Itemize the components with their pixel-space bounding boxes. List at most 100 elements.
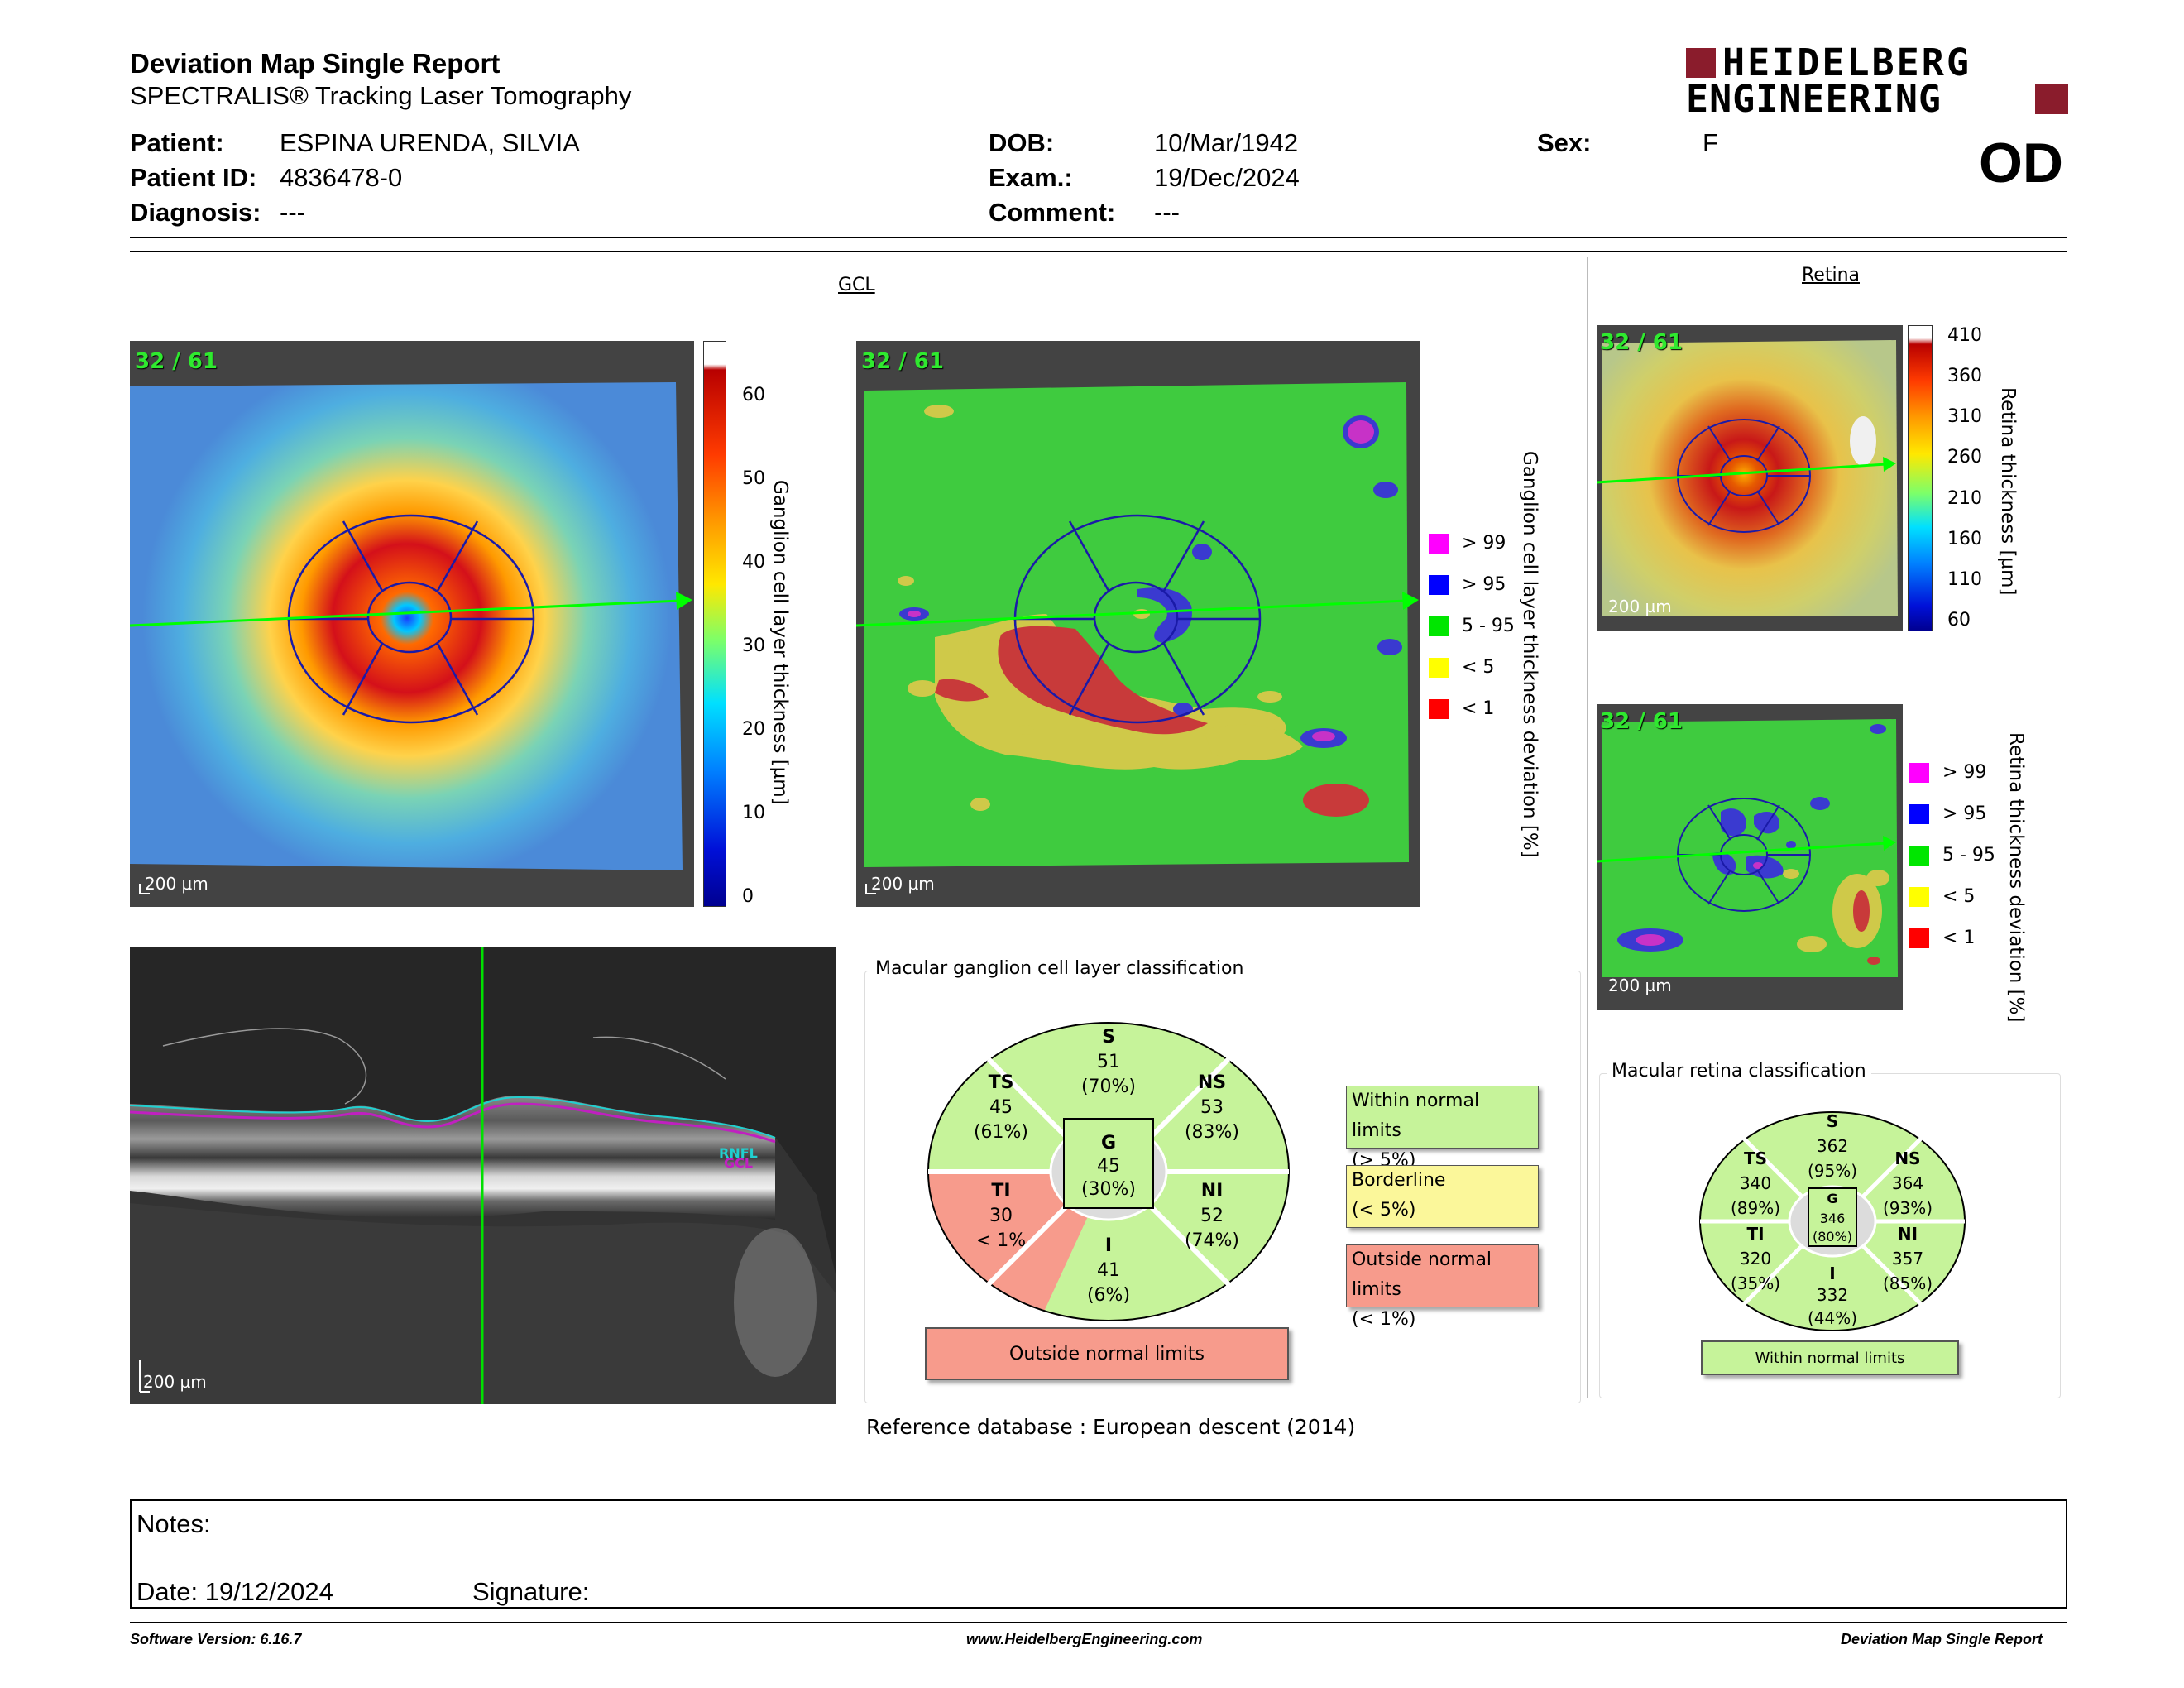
- sector-ti-pct: < 1%: [976, 1230, 1026, 1251]
- retina-colorbar-tick: 60: [1947, 610, 1971, 631]
- website-link[interactable]: www.HeidelbergEngineering.com: [966, 1631, 1203, 1647]
- footer-divider: [130, 1622, 2067, 1623]
- sector-ni-name: NI: [1201, 1181, 1224, 1201]
- legend-label: < 1: [1462, 698, 1495, 719]
- retina-result-badge: Within normal limits: [1701, 1340, 1959, 1375]
- legend-swatch: [1909, 763, 1929, 783]
- legend-label: < 5: [1462, 657, 1495, 678]
- legend-swatch: [1429, 575, 1449, 595]
- sector-i-pct: (6%): [1087, 1285, 1130, 1306]
- gcl-sector-chart: S 51 (70%) TS 45 (61%) NS 53 (83%) G 45 …: [927, 1022, 1290, 1321]
- gcl-title: GCL: [838, 275, 875, 295]
- patient-label: Patient:: [130, 128, 224, 157]
- sector-g-name: G: [1101, 1133, 1116, 1153]
- key-line2: (< 1%): [1352, 1309, 1416, 1330]
- ret-sector-i-pct: (44%): [1808, 1308, 1857, 1328]
- comment: ---: [1154, 198, 1180, 227]
- legend-label: < 5: [1942, 886, 1976, 907]
- brand-line1: HEIDELBERG: [1722, 41, 1971, 84]
- ret-sector-ts-pct: (89%): [1731, 1198, 1780, 1218]
- scale-bar-label: 200 µm: [143, 1372, 207, 1392]
- sector-ti-name: TI: [991, 1181, 1010, 1201]
- legend-label: > 99: [1462, 533, 1506, 554]
- sector-ns-value: 53: [1200, 1097, 1224, 1118]
- key-line2: (< 5%): [1352, 1200, 1416, 1220]
- retina-colorbar-tick: 210: [1947, 487, 1982, 509]
- gcl-layer-tag: GCL: [724, 1155, 754, 1171]
- gcl-colorbar-tick: 10: [742, 803, 765, 823]
- gcl-classification-title: Macular ganglion cell layer classificati…: [870, 958, 1249, 979]
- sector-g-pct: (30%): [1081, 1179, 1136, 1200]
- scale-bar-label: 200 µm: [1608, 597, 1672, 616]
- divider: [130, 251, 2067, 252]
- signature-label: Signature:: [472, 1577, 590, 1606]
- gcl-colorbar: [703, 341, 726, 907]
- sector-ts-pct: (61%): [974, 1122, 1028, 1143]
- key-line1: Outside normal limits: [1352, 1249, 1492, 1300]
- retina-deviation-map: 32 / 61 200 µm: [1597, 704, 1903, 1010]
- gcl-colorbar-label: Ganglion cell layer thickness [µm]: [769, 480, 791, 805]
- brand-line2: ENGINEERING: [1686, 77, 1942, 121]
- ret-sector-ni-name: NI: [1898, 1224, 1918, 1244]
- footer-report-name: Deviation Map Single Report: [1841, 1631, 2043, 1647]
- retina-colorbar-tick: 160: [1947, 528, 1982, 549]
- gcl-colorbar-tick: 30: [742, 635, 765, 656]
- legend-swatch: [1429, 616, 1449, 636]
- legend-swatch: [1909, 887, 1929, 907]
- report-title: Deviation Map Single Report: [130, 48, 500, 79]
- legend-label: 5 - 95: [1462, 616, 1515, 636]
- sector-ni-value: 52: [1200, 1206, 1224, 1226]
- legend-label: > 99: [1942, 762, 1987, 783]
- diagnosis: ---: [280, 198, 305, 227]
- retina-colorbar-tick: 310: [1947, 406, 1982, 428]
- gcl-result-badge: Outside normal limits: [925, 1327, 1289, 1380]
- patient-id-label: Patient ID:: [130, 163, 257, 192]
- ret-sector-s-pct: (95%): [1808, 1161, 1857, 1181]
- column-divider: [1587, 257, 1588, 1398]
- eye-label: OD: [1979, 132, 2063, 194]
- retina-thickness-map: 32 / 61 200 µm: [1597, 325, 1903, 631]
- legend-swatch: [1909, 804, 1929, 824]
- diagnosis-label: Diagnosis:: [130, 198, 261, 227]
- exam-label: Exam.:: [989, 163, 1073, 192]
- notes-box[interactable]: Notes: Date: 19/12/2024 Signature:: [130, 1499, 2067, 1609]
- frame-counter: 32 / 61: [135, 349, 218, 374]
- retina-colorbar: [1908, 325, 1933, 631]
- gcl-colorbar-tick: 0: [742, 886, 754, 907]
- retina-colorbar-tick: 410: [1947, 325, 1982, 346]
- sector-ti-value: 30: [989, 1206, 1013, 1226]
- sector-i-value: 41: [1097, 1260, 1120, 1281]
- sector-s-name: S: [1102, 1027, 1115, 1048]
- retina-colorbar-tick: 110: [1947, 568, 1982, 590]
- key-line1: Within normal limits: [1352, 1091, 1480, 1141]
- sex: F: [1703, 128, 1718, 157]
- ret-sector-ni-pct: (85%): [1883, 1273, 1933, 1293]
- ret-sector-i-name: I: [1829, 1264, 1835, 1283]
- ret-sector-ns-pct: (93%): [1883, 1198, 1933, 1218]
- legend-label: 5 - 95: [1942, 845, 1995, 866]
- ret-sector-ts-name: TS: [1744, 1149, 1767, 1168]
- key-line1: Borderline: [1352, 1170, 1446, 1191]
- patient-name: ESPINA URENDA, SILVIA: [280, 128, 580, 157]
- sector-s-value: 51: [1097, 1052, 1120, 1072]
- legend-label: > 95: [1462, 574, 1506, 595]
- comment-label: Comment:: [989, 198, 1116, 227]
- legend-swatch: [1909, 846, 1929, 866]
- scale-bar-label: 200 µm: [1608, 976, 1672, 995]
- sector-ns-name: NS: [1198, 1072, 1226, 1093]
- sector-s-pct: (70%): [1081, 1077, 1136, 1097]
- patient-id: 4836478-0: [280, 163, 403, 192]
- frame-counter: 32 / 61: [1600, 709, 1683, 734]
- classification-key-item: Within normal limits (> 5%): [1346, 1086, 1539, 1171]
- ret-sector-ti-name: TI: [1746, 1224, 1764, 1244]
- reference-database: Reference database : European descent (2…: [866, 1415, 1356, 1439]
- classification-key-item: Outside normal limits (< 1%): [1346, 1244, 1539, 1330]
- sector-ni-pct: (74%): [1185, 1230, 1239, 1251]
- ret-sector-ti-value: 320: [1740, 1249, 1771, 1268]
- retina-sector-chart: S 362 (95%) TS 340 (89%) NS 364 (93%) G …: [1699, 1111, 1966, 1331]
- notes-label: Notes:: [136, 1509, 211, 1538]
- classification-key-item: Borderline (< 5%): [1346, 1165, 1539, 1228]
- gcl-colorbar-tick: 50: [742, 468, 765, 489]
- legend-swatch: [1429, 699, 1449, 719]
- ret-sector-g-pct: (80%): [1813, 1229, 1852, 1244]
